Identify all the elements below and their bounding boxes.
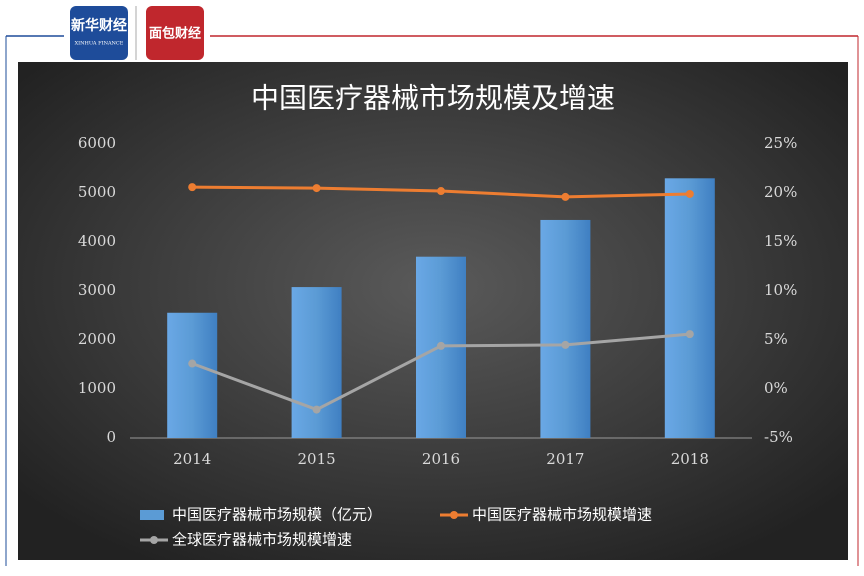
legend-label: 全球医疗器械市场规模增速 — [172, 531, 352, 549]
y-tick-label: 6000 — [78, 134, 116, 152]
y-tick-label: 3000 — [78, 281, 116, 299]
bar — [540, 219, 591, 438]
point — [561, 192, 570, 201]
x-tick-label: 2015 — [298, 450, 336, 468]
y-tick-label: 5000 — [78, 183, 116, 201]
y-tick-label: 0 — [106, 428, 116, 446]
logo-text: 面包财经 — [149, 26, 201, 42]
y2-tick-label: 10% — [764, 281, 797, 299]
logo-right — [146, 6, 204, 60]
x-tick-label: 2014 — [173, 450, 211, 468]
logo-left — [70, 6, 128, 60]
point — [685, 330, 694, 339]
bar — [664, 178, 715, 439]
logo-text: 新华财经 — [71, 17, 127, 34]
point — [561, 340, 570, 349]
y-tick-label: 1000 — [78, 379, 116, 397]
point — [437, 187, 445, 196]
point — [437, 341, 445, 350]
legend-swatch — [450, 511, 458, 519]
point — [685, 189, 694, 198]
y2-tick-label: 25% — [764, 134, 797, 152]
point — [312, 405, 321, 414]
logo-sub: XINHUA FINANCE — [75, 41, 124, 47]
y2-tick-label: -5% — [764, 428, 793, 446]
point — [188, 359, 197, 368]
y2-tick-label: 5% — [764, 330, 788, 348]
y-tick-label: 2000 — [78, 330, 116, 348]
chart-title: 中国医疗器械市场规模及增速 — [251, 82, 615, 115]
legend-label: 中国医疗器械市场规模（亿元） — [172, 506, 382, 524]
y-tick-label: 4000 — [78, 232, 116, 250]
bar — [167, 312, 218, 438]
x-tick-label: 2017 — [546, 450, 584, 468]
point — [312, 184, 321, 193]
x-tick-label: 2016 — [422, 450, 460, 468]
y2-tick-label: 15% — [764, 232, 797, 250]
point — [188, 183, 197, 192]
y2-tick-label: 0% — [764, 379, 788, 397]
bar — [291, 287, 342, 438]
legend-swatch — [140, 510, 164, 520]
y2-tick-label: 20% — [764, 183, 797, 201]
legend-swatch — [150, 536, 158, 544]
legend-label: 中国医疗器械市场规模增速 — [472, 506, 652, 524]
x-tick-label: 2018 — [671, 450, 709, 468]
